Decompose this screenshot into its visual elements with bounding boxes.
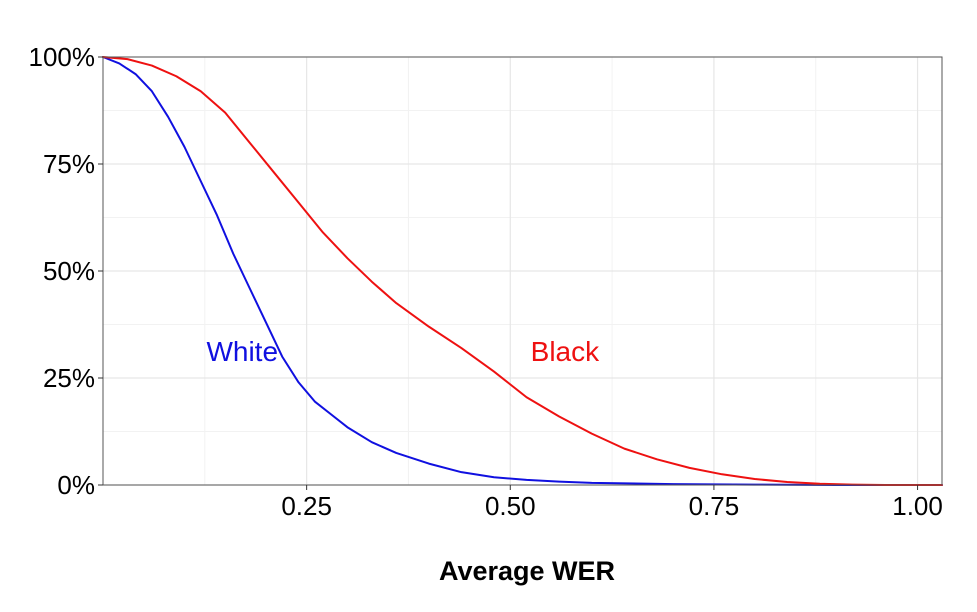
series-line-black xyxy=(102,56,943,486)
x-tick-label: 0.25 xyxy=(281,491,332,521)
grid xyxy=(103,56,942,486)
y-tick-label: 75% xyxy=(43,149,95,179)
x-tick-label: 1.00 xyxy=(892,491,943,521)
y-tick-label: 25% xyxy=(43,363,95,393)
y-axis-ticks: 0% 25% 50% 75% 100% xyxy=(29,42,103,500)
x-axis-ticks: 0.25 0.50 0.75 1.00 xyxy=(281,485,943,521)
x-tick-label: 0.75 xyxy=(689,491,740,521)
y-tick-label: 100% xyxy=(29,42,96,72)
series-label-white: White xyxy=(206,336,278,367)
x-axis-title: Average WER xyxy=(439,556,615,586)
x-tick-label: 0.50 xyxy=(485,491,536,521)
y-tick-label: 0% xyxy=(57,470,95,500)
series-label-black: Black xyxy=(531,336,600,367)
y-tick-label: 50% xyxy=(43,256,95,286)
series-annotations: White Black xyxy=(206,336,600,367)
series-lines xyxy=(102,56,943,486)
series-line-white xyxy=(102,56,943,486)
